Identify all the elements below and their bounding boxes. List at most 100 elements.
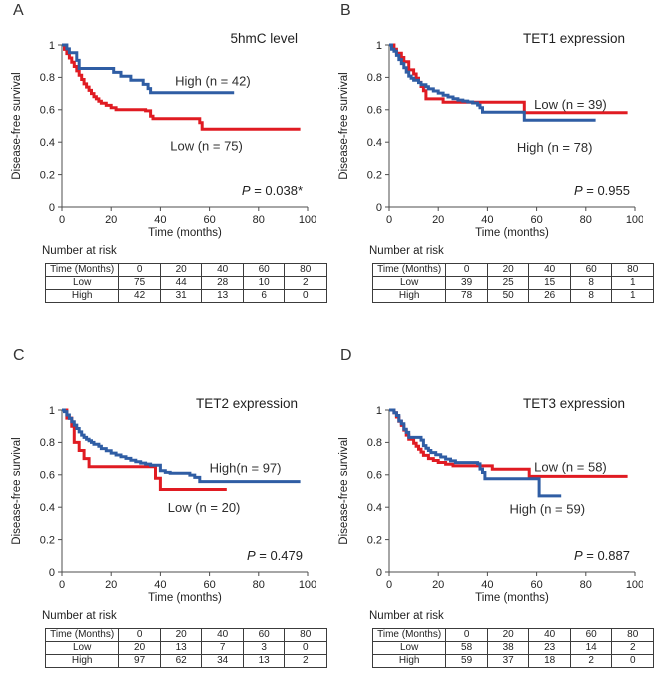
risk-cell: 23 <box>528 641 571 655</box>
risk-header-cell: 80 <box>284 628 327 642</box>
x-tick-label: 80 <box>253 214 265 226</box>
x-tick-label: 20 <box>432 214 444 226</box>
panel-a: A 0 0.2 0.4 0.6 0.8 1 0 20 40 60 80 100 Disease-free… <box>0 0 327 342</box>
p-value: P = 0.887 <box>574 548 630 563</box>
risk-header-cell: 20 <box>486 628 530 642</box>
plot-title: TET1 expression <box>523 31 625 46</box>
risk-cell: 39 <box>445 276 488 290</box>
risk-header-cell: 60 <box>569 628 613 642</box>
panel-b: B 0 0.2 0.4 0.6 0.8 1 0 20 40 60 80 100 Disease-free… <box>327 0 654 342</box>
risk-cell: 2 <box>284 276 327 290</box>
panel-c: C 0 0.2 0.4 0.6 0.8 1 0 20 40 60 80 100 Disease-free… <box>0 342 327 684</box>
y-axis-title: Disease-free survival <box>11 72 23 179</box>
y-tick-label: 1 <box>49 405 55 417</box>
risk-cell: 0 <box>284 641 327 655</box>
risk-cell: 13 <box>159 641 203 655</box>
y-tick-label: 0.4 <box>40 137 55 149</box>
number-at-risk-table: Time (Months) 0 20 40 60 80 Low 39 25 15 8 1 High 78 5… <box>371 263 654 303</box>
km-plot-a: 0 0.2 0.4 0.6 0.8 1 0 20 40 60 80 100 Disease-free s… <box>11 31 316 226</box>
series-label-low: Low (n = 75) <box>170 138 243 153</box>
risk-cell: 97 <box>118 654 161 668</box>
risk-header-cell: 80 <box>611 628 654 642</box>
risk-header-cell: 20 <box>159 628 203 642</box>
x-tick-label: 100 <box>299 579 316 591</box>
risk-cell: 8 <box>569 289 613 303</box>
risk-cell: 42 <box>118 289 161 303</box>
risk-cell: 50 <box>486 289 530 303</box>
number-at-risk-label: Number at risk <box>42 245 117 257</box>
risk-cell: High <box>44 289 120 303</box>
panel-letter: B <box>340 2 351 19</box>
risk-cell: 62 <box>159 654 203 668</box>
risk-cell: Low <box>44 276 120 290</box>
x-tick-label: 0 <box>59 214 65 226</box>
panel-letter: D <box>340 347 352 365</box>
x-tick-label: 100 <box>299 214 316 226</box>
risk-cell: 28 <box>201 276 244 290</box>
y-tick-label: 0.6 <box>40 105 55 117</box>
x-tick-label: 40 <box>154 214 166 226</box>
y-tick-label: 0.4 <box>367 502 382 514</box>
risk-cell: 13 <box>242 654 286 668</box>
risk-header-cell: 60 <box>242 263 286 277</box>
risk-cell: 58 <box>445 641 488 655</box>
risk-header-cell: 40 <box>528 628 571 642</box>
risk-row: High 42 31 13 6 0 <box>44 289 327 303</box>
risk-cell: 0 <box>611 654 654 668</box>
number-at-risk-table: Time (Months) 0 20 40 60 80 Low 20 13 7 3 0 High 97 62… <box>44 628 327 668</box>
risk-header-row: Time (Months) 0 20 40 60 80 <box>371 628 654 642</box>
x-tick-label: 40 <box>481 579 493 591</box>
km-curve-high <box>62 43 235 95</box>
y-tick-label: 0.6 <box>367 105 382 117</box>
panel-letter: C <box>13 347 25 365</box>
y-tick-label: 0.2 <box>40 534 55 546</box>
y-tick-label: 0.6 <box>367 470 382 482</box>
x-tick-label: 60 <box>530 579 542 591</box>
x-tick-label: 20 <box>105 214 117 226</box>
series-label-high: High (n = 42) <box>175 74 251 89</box>
risk-header-cell: 80 <box>611 263 654 277</box>
risk-header-cell: Time (Months) <box>44 263 120 277</box>
x-tick-label: 100 <box>626 214 643 226</box>
risk-header-row: Time (Months) 0 20 40 60 80 <box>44 263 327 277</box>
number-at-risk-table: Time (Months) 0 20 40 60 80 Low 75 44 28 10 2 High 42… <box>44 263 327 303</box>
y-tick-label: 0.8 <box>40 72 55 84</box>
risk-header-cell: Time (Months) <box>371 263 447 277</box>
x-tick-label: 0 <box>59 579 65 591</box>
x-tick-label: 60 <box>530 214 542 226</box>
series-label-low: Low (n = 20) <box>168 500 241 515</box>
series-label-low: Low (n = 58) <box>534 460 607 475</box>
series-label-low: Low (n = 39) <box>534 97 607 112</box>
x-tick-label: 20 <box>105 579 117 591</box>
x-tick-label: 60 <box>203 579 215 591</box>
x-tick-label: 0 <box>386 214 392 226</box>
number-at-risk-label: Number at risk <box>369 610 444 622</box>
km-curve-high <box>389 43 596 122</box>
risk-cell: 26 <box>528 289 571 303</box>
risk-cell: 75 <box>118 276 161 290</box>
risk-cell: 8 <box>569 276 613 290</box>
series-label-high: High (n = 59) <box>510 502 586 517</box>
km-curve-low <box>62 43 301 131</box>
y-tick-label: 1 <box>376 40 382 52</box>
risk-cell: 14 <box>569 641 613 655</box>
y-tick-label: 0 <box>49 202 55 214</box>
risk-cell: Low <box>371 641 447 655</box>
y-tick-label: 0.8 <box>367 437 382 449</box>
risk-header-cell: 0 <box>445 263 488 277</box>
risk-row: Low 58 38 23 14 2 <box>371 641 654 655</box>
x-axis-title: Time (months) <box>148 227 222 239</box>
y-tick-label: 0 <box>376 567 382 579</box>
km-plot-d: 0 0.2 0.4 0.6 0.8 1 0 20 40 60 80 100 Disease-free s… <box>338 396 643 591</box>
risk-header-cell: 0 <box>445 628 488 642</box>
risk-cell: 20 <box>118 641 161 655</box>
x-tick-label: 20 <box>432 579 444 591</box>
y-tick-label: 0.4 <box>367 137 382 149</box>
risk-cell: 15 <box>528 276 571 290</box>
series-label-high: High (n = 78) <box>517 140 593 155</box>
y-tick-label: 0.6 <box>40 470 55 482</box>
risk-cell: 6 <box>242 289 286 303</box>
risk-cell: 1 <box>611 289 654 303</box>
km-curve-high <box>389 408 562 498</box>
